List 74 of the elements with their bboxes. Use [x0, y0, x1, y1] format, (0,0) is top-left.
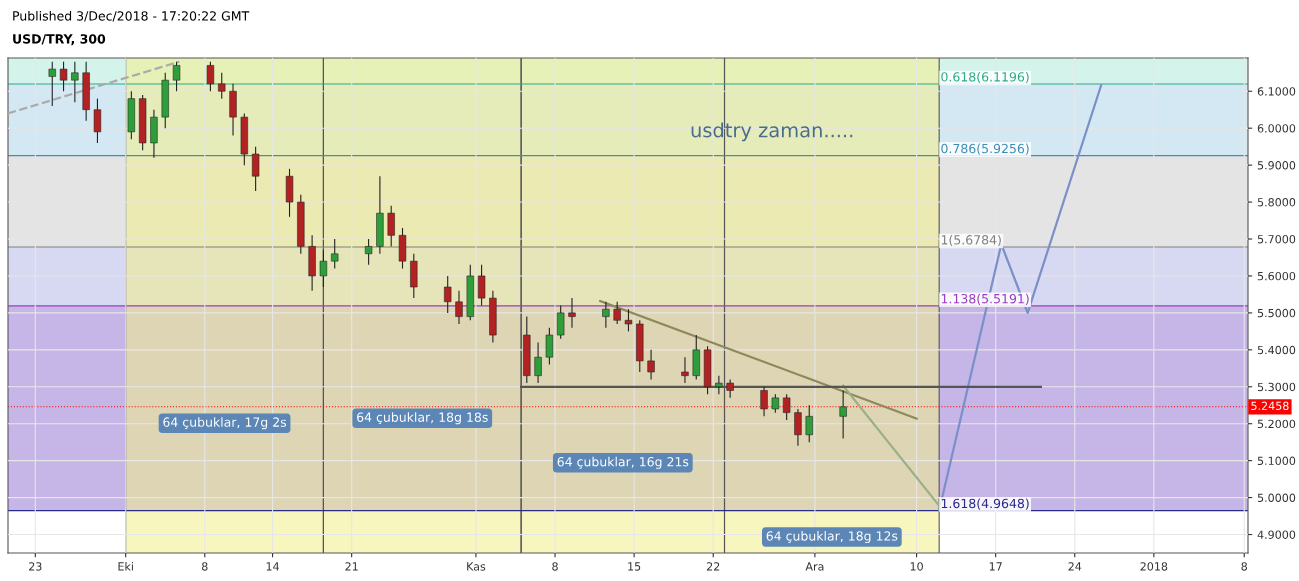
x-tick-label: 15 — [628, 562, 641, 571]
y-tick-label: 5.5000 — [1257, 308, 1296, 318]
candlestick — [444, 275, 452, 314]
x-tick-label: Kas — [467, 562, 486, 571]
x-tick-label: 10 — [910, 562, 923, 571]
chart-subtitle: Published 3/Dec/2018 - 17:20:22 GMT — [13, 10, 250, 22]
annotation: usdtry zaman..... — [691, 122, 853, 142]
x-tick-label: 14 — [266, 562, 280, 571]
candlestick — [839, 389, 847, 440]
ref-line-label: 0.786(5.9256) — [941, 143, 1029, 155]
y-tick-label: 5.8000 — [1257, 198, 1296, 207]
chart-title: USD/TRY, 300 — [13, 34, 106, 46]
x-tick-label: Eki — [118, 562, 133, 571]
x-tick-label: 8 — [202, 562, 208, 571]
candlestick — [602, 301, 610, 329]
ref-line-label: 1.138(5.5191) — [941, 293, 1029, 305]
ref-line-label: 0.618(6.1196) — [941, 71, 1029, 84]
candlestick — [172, 61, 181, 92]
candlestick — [681, 356, 689, 384]
candlestick — [71, 61, 79, 103]
candlestick — [331, 238, 339, 270]
candlestick — [760, 386, 768, 417]
y-tick-label: 6.1000 — [1257, 87, 1296, 96]
candlestick — [715, 375, 723, 395]
candlestick — [782, 393, 791, 421]
candlestick — [624, 308, 633, 332]
ref-line-label: 1.618(4.9648) — [941, 498, 1029, 510]
y-tick-label: 5.6000 — [1257, 271, 1296, 281]
band-label: 64 çubuklar, 18g 12s — [766, 531, 898, 544]
band-label: 64 çubuklar, 16g 21s — [557, 456, 689, 469]
candlestick — [568, 297, 576, 329]
candlestick — [805, 404, 813, 443]
candlestick — [59, 61, 68, 92]
y-tick-label: 5.1000 — [1257, 456, 1296, 466]
candlestick — [455, 290, 463, 325]
x-tick-label: 22 — [706, 562, 720, 571]
x-tick-label: 24 — [1068, 562, 1082, 571]
candlestick — [647, 349, 655, 380]
candlestick — [93, 98, 102, 144]
y-tick-label: 5.7000 — [1257, 234, 1296, 244]
candlestick — [726, 378, 734, 399]
y-tick-label: 5.0000 — [1257, 493, 1296, 502]
y-tick-label: 5.9000 — [1257, 161, 1296, 170]
candlestick — [771, 393, 780, 414]
band-label: 64 çubuklar, 17g 2s — [163, 417, 287, 430]
y-tick-label: 4.9000 — [1257, 530, 1296, 539]
candlestick — [218, 72, 226, 100]
y-tick-label: 5.2000 — [1257, 419, 1296, 429]
x-tick-label: 21 — [345, 562, 358, 571]
x-tick-label: 2018 — [1140, 562, 1168, 571]
x-tick-label: 8 — [552, 562, 558, 571]
ref-line-label: 1(5.6784) — [941, 234, 1001, 247]
ref-line-label: 5.2458 — [1251, 401, 1289, 411]
candlestick — [545, 327, 554, 366]
band-label: 64 çubuklar, 18g 18s — [357, 412, 488, 425]
y-tick-label: 5.3000 — [1257, 382, 1296, 392]
candlestick — [206, 61, 215, 92]
candlestick — [477, 264, 486, 307]
candlestick — [387, 205, 395, 247]
x-tick-label: 17 — [989, 562, 1002, 571]
candlestick — [48, 61, 56, 107]
candlestick — [794, 408, 802, 447]
y-tick-label: 5.4000 — [1257, 345, 1296, 355]
candlestick — [251, 146, 260, 192]
candlestick — [319, 249, 328, 288]
candlestick — [613, 301, 621, 325]
candlestick — [364, 238, 373, 266]
x-tick-label: 23 — [29, 562, 42, 571]
line-series — [938, 84, 1103, 512]
y-tick-label: 6.0000 — [1257, 124, 1296, 133]
x-tick-label: 8 — [1241, 562, 1248, 571]
candlestick — [534, 341, 542, 384]
x-tick-label: Ara — [805, 562, 824, 571]
candlestick — [557, 304, 565, 340]
